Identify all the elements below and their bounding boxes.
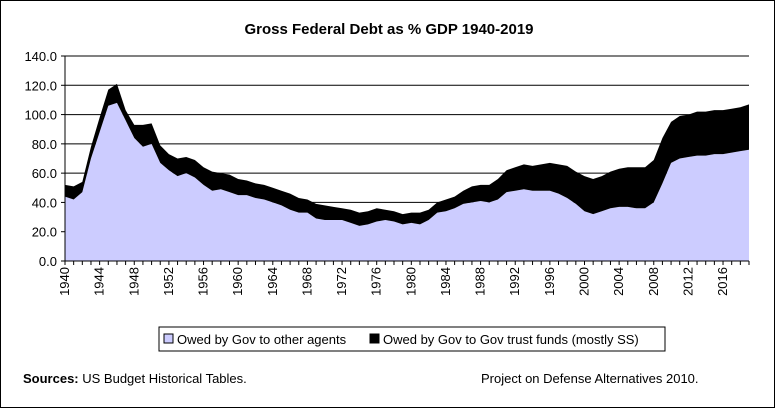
x-tick-label: 1988 xyxy=(473,267,488,296)
y-tick-label: 20.0 xyxy=(32,225,57,240)
legend-swatch-2 xyxy=(369,333,380,344)
legend-swatch-1 xyxy=(163,333,174,344)
x-tick-label: 1980 xyxy=(403,267,418,296)
y-tick-label: 140.0 xyxy=(24,49,57,64)
y-tick-label: 80.0 xyxy=(32,137,57,152)
x-tick-label: 1960 xyxy=(230,267,245,296)
x-tick-label: 1964 xyxy=(265,267,280,296)
x-tick-label: 1996 xyxy=(542,267,557,296)
y-tick-label: 100.0 xyxy=(24,108,57,123)
x-tick-label: 2008 xyxy=(646,267,661,296)
x-tick-label: 1992 xyxy=(507,267,522,296)
credit-note: Project on Defense Alternatives 2010. xyxy=(481,371,699,386)
x-tick-label: 1940 xyxy=(57,267,72,296)
x-tick-label: 2004 xyxy=(611,267,626,296)
x-tick-label: 1956 xyxy=(196,267,211,296)
chart-title: Gross Federal Debt as % GDP 1940-2019 xyxy=(244,21,533,38)
series-area-2 xyxy=(65,83,749,226)
x-tick-label: 1944 xyxy=(92,267,107,296)
x-tick-label: 1976 xyxy=(369,267,384,296)
y-tick-label: 60.0 xyxy=(32,166,57,181)
x-tick-label: 1968 xyxy=(299,267,314,296)
y-tick-label: 120.0 xyxy=(24,78,57,93)
sources-text: US Budget Historical Tables. xyxy=(78,371,247,386)
x-tick-label: 2012 xyxy=(680,267,695,296)
x-tick-label: 1952 xyxy=(161,267,176,296)
legend-box xyxy=(158,326,666,352)
x-tick-label: 1984 xyxy=(438,267,453,296)
legend-label-2: Owed by Gov to Gov trust funds (mostly S… xyxy=(383,332,639,347)
x-tick-label: 2016 xyxy=(715,267,730,296)
sources-label: Sources: xyxy=(23,371,79,386)
series-area-1 xyxy=(65,102,749,261)
y-tick-label: 0.0 xyxy=(39,254,57,269)
sources-note: Sources: US Budget Historical Tables. xyxy=(23,371,247,386)
x-tick-label: 1972 xyxy=(334,267,349,296)
y-tick-label: 40.0 xyxy=(32,195,57,210)
legend-label-1: Owed by Gov to other agents xyxy=(177,332,347,347)
x-tick-label: 1948 xyxy=(126,267,141,296)
x-tick-label: 2000 xyxy=(576,267,591,296)
